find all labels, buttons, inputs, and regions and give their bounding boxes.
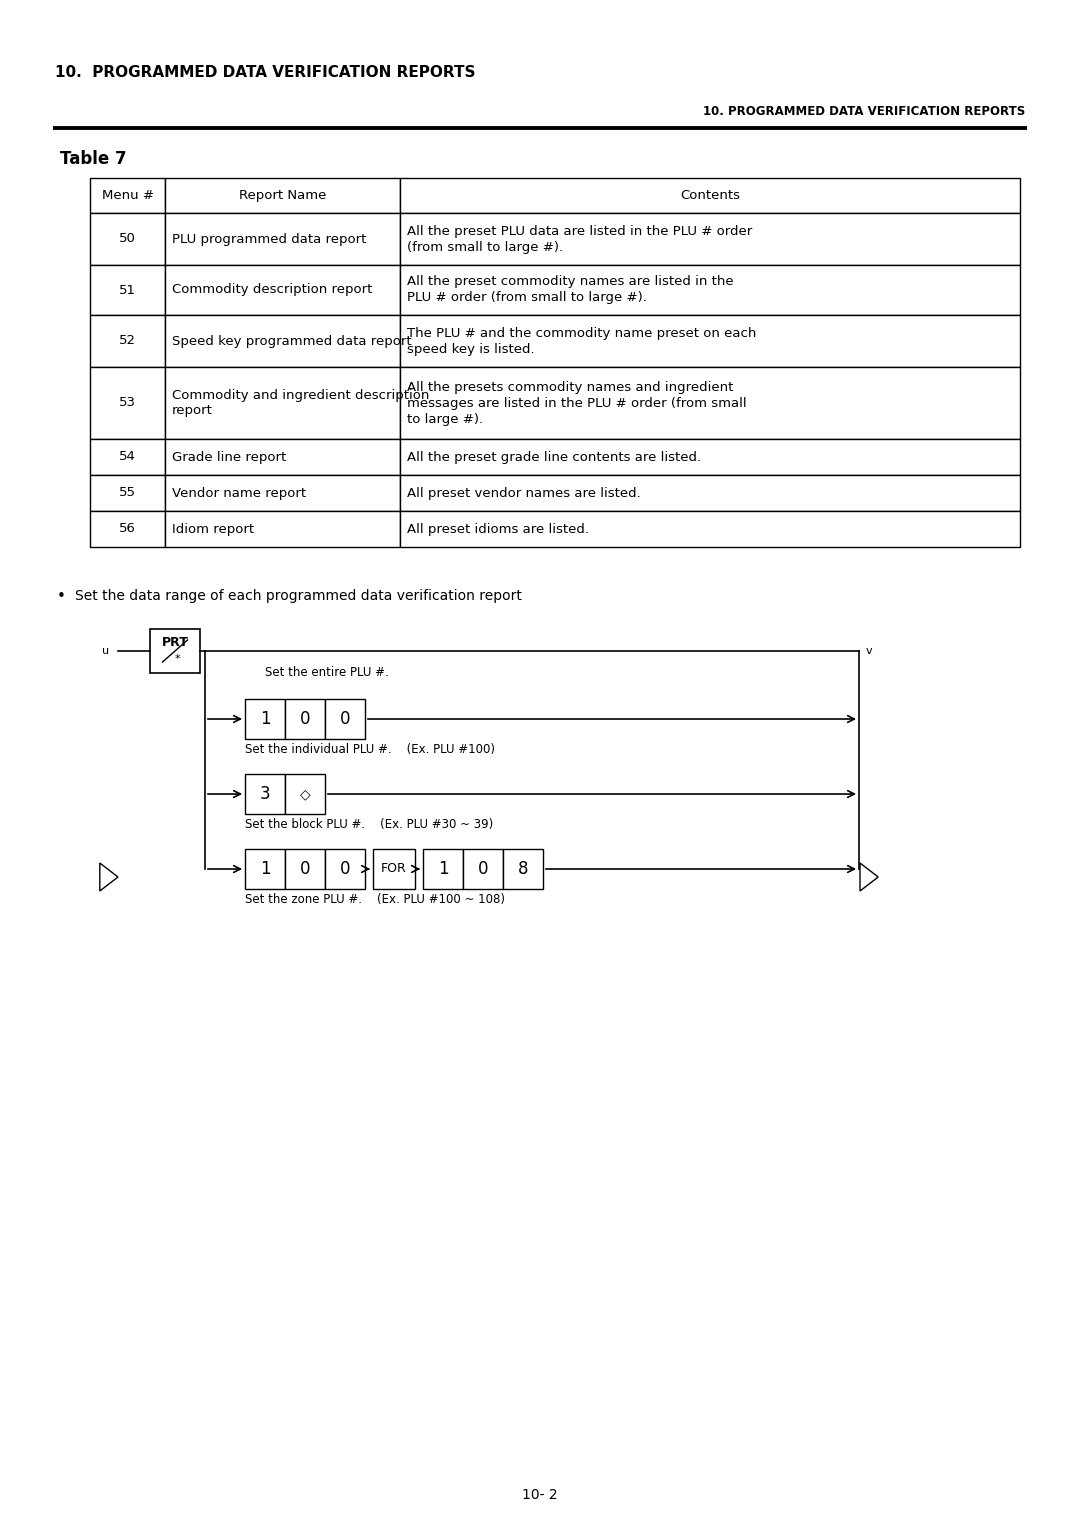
Text: All the preset grade line contents are listed.: All the preset grade line contents are l…	[407, 451, 701, 463]
Text: Set the zone PLU #.    (Ex. PLU #100 ~ 108): Set the zone PLU #. (Ex. PLU #100 ~ 108)	[245, 892, 505, 906]
Text: speed key is listed.: speed key is listed.	[407, 342, 535, 356]
Bar	[400, 315, 1020, 367]
Text: v: v	[866, 646, 873, 656]
Bar	[90, 475, 165, 510]
Text: 0: 0	[300, 711, 310, 727]
Bar	[245, 850, 285, 889]
Bar	[285, 775, 325, 814]
Text: u: u	[102, 646, 109, 656]
Text: •: •	[57, 588, 66, 604]
Text: 8: 8	[517, 860, 528, 879]
Text: 53: 53	[119, 396, 136, 410]
Text: Grade line report: Grade line report	[172, 451, 286, 463]
Text: PLU # order (from small to large #).: PLU # order (from small to large #).	[407, 292, 647, 304]
Bar	[373, 850, 415, 889]
Bar	[400, 212, 1020, 264]
Text: All the presets commodity names and ingredient: All the presets commodity names and ingr…	[407, 380, 733, 394]
Text: PRT: PRT	[162, 637, 188, 649]
Bar	[90, 315, 165, 367]
Bar	[165, 367, 400, 439]
Bar	[165, 264, 400, 315]
Bar	[463, 850, 503, 889]
Bar	[325, 850, 365, 889]
Text: 1: 1	[259, 711, 270, 727]
Polygon shape	[99, 863, 118, 891]
Bar	[285, 850, 325, 889]
Text: messages are listed in the PLU # order (from small: messages are listed in the PLU # order (…	[407, 396, 746, 410]
Bar	[165, 475, 400, 510]
Bar	[325, 698, 365, 740]
Text: 56: 56	[119, 523, 136, 535]
Text: 1: 1	[259, 860, 270, 879]
Text: Commodity description report: Commodity description report	[172, 284, 373, 296]
Text: ◇: ◇	[299, 787, 310, 801]
Text: Set the entire PLU #.: Set the entire PLU #.	[265, 666, 389, 680]
Bar	[90, 212, 165, 264]
Text: Set the data range of each programmed data verification report: Set the data range of each programmed da…	[75, 588, 522, 604]
Bar	[503, 850, 543, 889]
Bar	[400, 367, 1020, 439]
Bar	[165, 510, 400, 547]
Text: 52: 52	[119, 335, 136, 347]
Bar	[400, 510, 1020, 547]
Text: (from small to large #).: (from small to large #).	[407, 240, 563, 254]
Text: All preset idioms are listed.: All preset idioms are listed.	[407, 523, 589, 535]
Text: *: *	[174, 654, 179, 665]
Text: 3: 3	[259, 785, 270, 804]
Bar	[400, 439, 1020, 475]
Bar	[245, 775, 285, 814]
Text: 10. PROGRAMMED DATA VERIFICATION REPORTS: 10. PROGRAMMED DATA VERIFICATION REPORTS	[703, 105, 1025, 118]
Bar	[400, 264, 1020, 315]
Text: Set the individual PLU #.    (Ex. PLU #100): Set the individual PLU #. (Ex. PLU #100)	[245, 743, 495, 756]
Text: All the preset PLU data are listed in the PLU # order: All the preset PLU data are listed in th…	[407, 225, 753, 237]
Bar	[150, 630, 200, 672]
Text: Report Name: Report Name	[239, 189, 326, 202]
Text: 51: 51	[119, 284, 136, 296]
Text: All the preset commodity names are listed in the: All the preset commodity names are liste…	[407, 275, 733, 289]
Bar	[90, 264, 165, 315]
Text: 1: 1	[437, 860, 448, 879]
Bar	[90, 177, 165, 212]
Text: Menu #: Menu #	[102, 189, 153, 202]
Text: 0: 0	[340, 860, 350, 879]
Bar	[90, 439, 165, 475]
Text: 55: 55	[119, 486, 136, 500]
Text: Idiom report: Idiom report	[172, 523, 254, 535]
Text: 10- 2: 10- 2	[523, 1488, 557, 1502]
Text: Speed key programmed data report: Speed key programmed data report	[172, 335, 411, 347]
Text: 54: 54	[119, 451, 136, 463]
Bar	[245, 698, 285, 740]
Text: Commodity and ingredient description: Commodity and ingredient description	[172, 390, 430, 402]
Text: PLU programmed data report: PLU programmed data report	[172, 232, 366, 246]
Text: Table 7: Table 7	[60, 150, 126, 168]
Text: FOR: FOR	[381, 862, 407, 876]
Text: The PLU # and the commodity name preset on each: The PLU # and the commodity name preset …	[407, 327, 756, 339]
Bar	[90, 510, 165, 547]
Text: report: report	[172, 403, 213, 417]
Text: 0: 0	[300, 860, 310, 879]
Text: Contents: Contents	[680, 189, 740, 202]
Bar	[423, 850, 463, 889]
Bar	[165, 212, 400, 264]
Text: 0: 0	[340, 711, 350, 727]
Text: Vendor name report: Vendor name report	[172, 486, 306, 500]
Bar	[400, 475, 1020, 510]
Bar	[400, 177, 1020, 212]
Text: 0: 0	[477, 860, 488, 879]
Bar	[285, 698, 325, 740]
Bar	[165, 439, 400, 475]
Text: Set the block PLU #.    (Ex. PLU #30 ~ 39): Set the block PLU #. (Ex. PLU #30 ~ 39)	[245, 817, 494, 831]
Text: All preset vendor names are listed.: All preset vendor names are listed.	[407, 486, 640, 500]
Bar	[165, 315, 400, 367]
Text: 10.  PROGRAMMED DATA VERIFICATION REPORTS: 10. PROGRAMMED DATA VERIFICATION REPORTS	[55, 66, 475, 79]
Bar	[165, 177, 400, 212]
Bar	[90, 367, 165, 439]
Text: 50: 50	[119, 232, 136, 246]
Text: to large #).: to large #).	[407, 413, 483, 425]
Polygon shape	[860, 863, 878, 891]
